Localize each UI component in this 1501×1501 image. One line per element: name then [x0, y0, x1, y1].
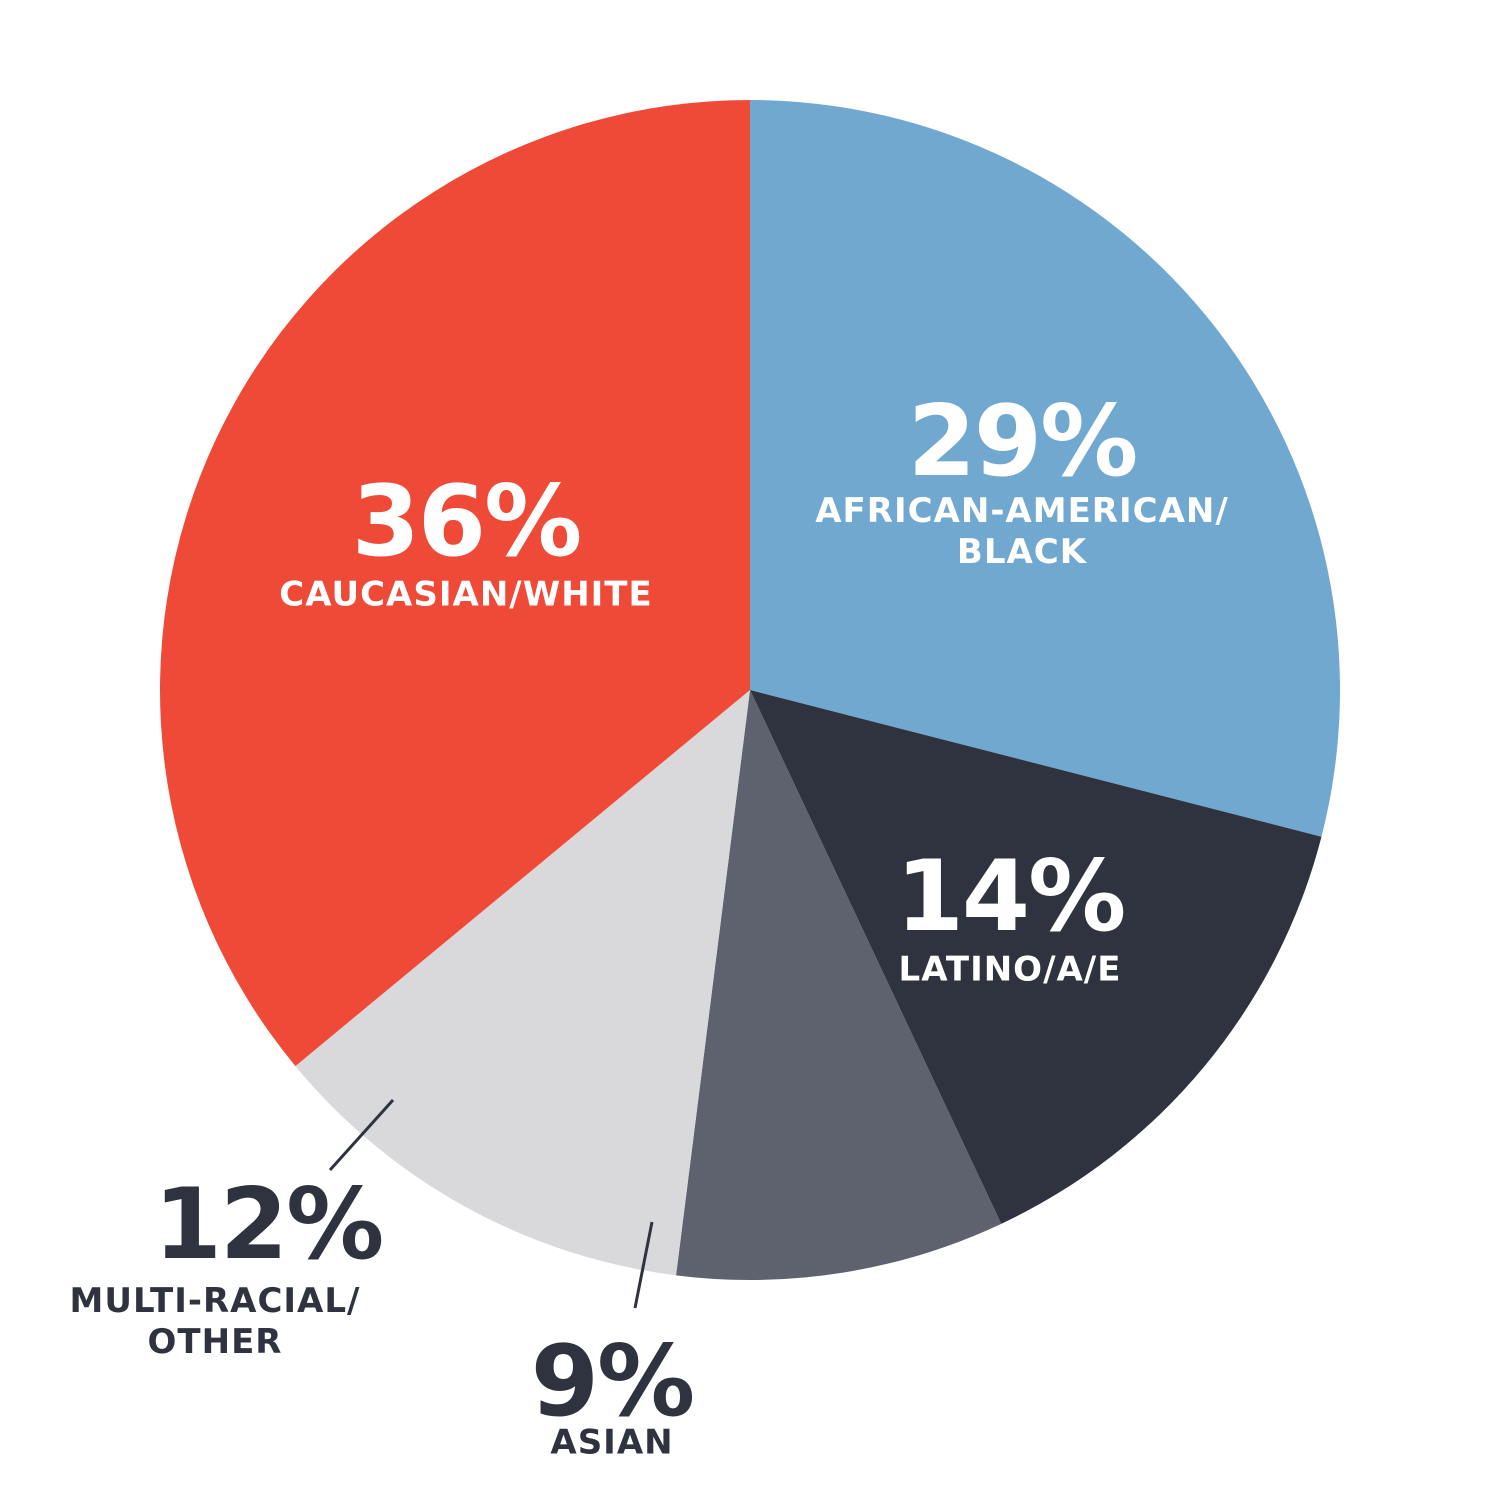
leader-line: [328, 1098, 395, 1172]
leader-line: [633, 1221, 654, 1309]
value-label: 36%: [351, 465, 583, 579]
pie-slice: [295, 690, 750, 1276]
pie-slice: [160, 100, 751, 1067]
category-label: AFRICAN-AMERICAN/ BLACK: [815, 491, 1229, 572]
pie-slice: [676, 690, 1002, 1280]
category-label: LATINO/A/E: [898, 949, 1122, 990]
value-label: 29%: [907, 385, 1139, 499]
value-label: 9%: [530, 1325, 695, 1439]
pie-slice: [750, 100, 1341, 837]
category-label: ASIAN: [550, 1422, 674, 1463]
value-label: 12%: [153, 1168, 385, 1282]
slices: [160, 100, 1341, 1280]
pie-slice: [750, 690, 1322, 1224]
category-label: CAUCASIAN/WHITE: [279, 574, 653, 615]
value-label: 14%: [895, 840, 1127, 954]
category-label: MULTI-RACIAL/ OTHER: [69, 1281, 361, 1362]
